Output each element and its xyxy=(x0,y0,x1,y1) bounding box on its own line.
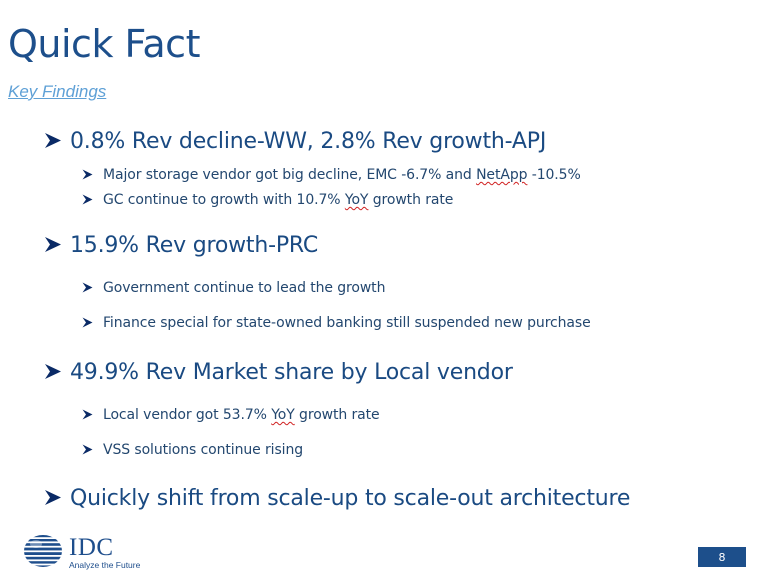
logo-name: IDC xyxy=(69,534,114,561)
spellcheck-word: YoY xyxy=(271,407,295,423)
sub-bullet-text: -10.5% xyxy=(527,167,581,183)
sub-bullet-text: Local vendor got 53.7% xyxy=(103,407,272,423)
small-arrow-bullet-icon xyxy=(82,282,93,292)
idc-globe-icon xyxy=(24,535,62,567)
bullet-text: 49.9% Rev Market share by Local vendor xyxy=(70,360,513,385)
bullet-item: Quickly shift from scale-up to scale-out… xyxy=(44,486,630,511)
arrow-bullet-icon xyxy=(45,363,61,379)
sub-bullet-text: GC continue to growth with 10.7% xyxy=(103,192,345,208)
small-arrow-bullet-icon xyxy=(82,169,93,179)
sub-bullet-item: Major storage vendor got big decline, EM… xyxy=(82,167,581,183)
logo-tagline: Analyze the Future xyxy=(69,560,141,570)
small-arrow-bullet-icon xyxy=(82,317,93,327)
bullet-text: 0.8% Rev decline-WW, 2.8% Rev growth-APJ xyxy=(70,129,547,154)
sub-bullet-item: GC continue to growth with 10.7% YoY gro… xyxy=(82,192,453,208)
sub-bullet-text: VSS solutions continue rising xyxy=(103,442,303,458)
key-findings-link[interactable]: Key Findings xyxy=(8,82,107,101)
arrow-bullet-icon xyxy=(45,489,61,505)
sub-bullet-text: growth rate xyxy=(294,407,380,423)
idc-logo: IDC Analyze the Future xyxy=(22,533,142,570)
spellcheck-word: YoY xyxy=(344,192,369,208)
sub-bullet-text: Finance special for state-owned banking … xyxy=(103,315,591,331)
bullet-text: Quickly shift from scale-up to scale-out… xyxy=(70,486,631,511)
arrow-bullet-icon xyxy=(45,236,61,252)
sub-bullet-text: Major storage vendor got big decline, EM… xyxy=(103,167,477,183)
sub-bullet-item: Local vendor got 53.7% YoY growth rate xyxy=(82,407,380,423)
bullet-item: 0.8% Rev decline-WW, 2.8% Rev growth-APJ xyxy=(44,129,546,154)
bullet-item: 49.9% Rev Market share by Local vendor xyxy=(44,360,513,385)
spellcheck-word: NetApp xyxy=(476,167,528,183)
sub-bullet-item: VSS solutions continue rising xyxy=(82,442,303,458)
small-arrow-bullet-icon xyxy=(82,409,93,419)
sub-bullet-text: Government continue to lead the growth xyxy=(103,280,386,296)
sub-bullet-item: Government continue to lead the growth xyxy=(82,280,385,296)
slide-title: Quick Fact xyxy=(8,22,200,66)
arrow-bullet-icon xyxy=(45,132,61,148)
small-arrow-bullet-icon xyxy=(82,194,93,204)
sub-bullet-item: Finance special for state-owned banking … xyxy=(82,315,591,331)
bullet-item: 15.9% Rev growth-PRC xyxy=(44,233,318,258)
page-number-badge: 8 xyxy=(698,547,746,567)
bullet-text: 15.9% Rev growth-PRC xyxy=(70,233,319,258)
small-arrow-bullet-icon xyxy=(82,444,93,454)
sub-bullet-text: growth rate xyxy=(368,192,454,208)
